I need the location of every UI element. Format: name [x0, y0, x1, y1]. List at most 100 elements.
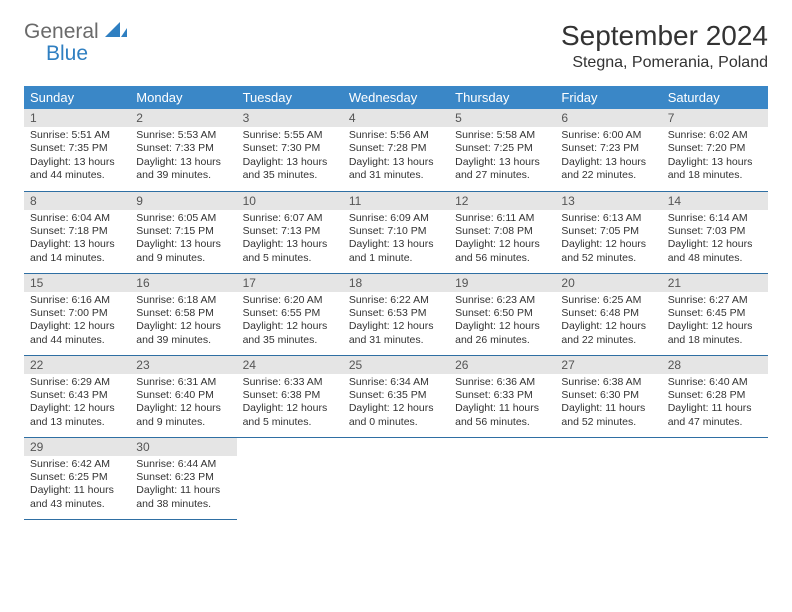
calendar-day: 20Sunrise: 6:25 AMSunset: 6:48 PMDayligh…	[555, 273, 661, 355]
sunrise: Sunrise: 6:42 AM	[30, 458, 124, 471]
daylight-label: Daylight:	[455, 320, 496, 332]
calendar-day: 21Sunrise: 6:27 AMSunset: 6:45 PMDayligh…	[662, 273, 768, 355]
day-number: 13	[555, 192, 661, 210]
sunset-value: 6:33 PM	[494, 389, 533, 401]
daylight-label: Daylight:	[349, 320, 390, 332]
calendar-day: 16Sunrise: 6:18 AMSunset: 6:58 PMDayligh…	[130, 273, 236, 355]
day-number: 7	[662, 109, 768, 127]
daylight: Daylight: 13 hours and 14 minutes.	[30, 238, 124, 265]
sunrise-label: Sunrise:	[243, 129, 282, 141]
sunrise-label: Sunrise:	[30, 458, 69, 470]
day-number: 21	[662, 274, 768, 292]
sunrise-value: 6:16 AM	[71, 294, 110, 306]
sunrise: Sunrise: 5:55 AM	[243, 129, 337, 142]
daylight-label: Daylight:	[243, 320, 284, 332]
calendar-day-empty	[662, 437, 768, 519]
calendar-day: 7Sunrise: 6:02 AMSunset: 7:20 PMDaylight…	[662, 109, 768, 191]
sunset-label: Sunset:	[455, 389, 491, 401]
calendar-table: SundayMondayTuesdayWednesdayThursdayFrid…	[24, 86, 768, 520]
sunset-value: 7:18 PM	[69, 225, 108, 237]
logo-text: General Blue	[24, 20, 127, 65]
daylight-label: Daylight:	[455, 402, 496, 414]
sunset: Sunset: 6:53 PM	[349, 307, 443, 320]
sunrise-label: Sunrise:	[668, 212, 707, 224]
sunrise: Sunrise: 6:31 AM	[136, 376, 230, 389]
logo: General Blue	[24, 20, 127, 65]
calendar-day: 14Sunrise: 6:14 AMSunset: 7:03 PMDayligh…	[662, 191, 768, 273]
daylight-label: Daylight:	[668, 238, 709, 250]
sunset: Sunset: 6:35 PM	[349, 389, 443, 402]
sunset-value: 7:03 PM	[706, 225, 745, 237]
sunrise-value: 5:51 AM	[71, 129, 110, 141]
sunset-value: 6:45 PM	[706, 307, 745, 319]
calendar-day: 13Sunrise: 6:13 AMSunset: 7:05 PMDayligh…	[555, 191, 661, 273]
sunrise-value: 6:18 AM	[178, 294, 217, 306]
day-number: 28	[662, 356, 768, 374]
calendar-week: 8Sunrise: 6:04 AMSunset: 7:18 PMDaylight…	[24, 191, 768, 273]
weekday-header: Tuesday	[237, 86, 343, 109]
daylight-label: Daylight:	[30, 320, 71, 332]
sunset: Sunset: 7:33 PM	[136, 142, 230, 155]
sunrise: Sunrise: 6:14 AM	[668, 212, 762, 225]
calendar-day: 23Sunrise: 6:31 AMSunset: 6:40 PMDayligh…	[130, 355, 236, 437]
sunset: Sunset: 7:00 PM	[30, 307, 124, 320]
sunset: Sunset: 6:45 PM	[668, 307, 762, 320]
sunrise-label: Sunrise:	[136, 458, 175, 470]
sunset-value: 7:05 PM	[600, 225, 639, 237]
day-number: 26	[449, 356, 555, 374]
calendar-day: 10Sunrise: 6:07 AMSunset: 7:13 PMDayligh…	[237, 191, 343, 273]
sunrise: Sunrise: 6:00 AM	[561, 129, 655, 142]
sunrise-value: 6:20 AM	[284, 294, 323, 306]
day-number: 15	[24, 274, 130, 292]
sunrise-label: Sunrise:	[668, 376, 707, 388]
calendar-body: 1Sunrise: 5:51 AMSunset: 7:35 PMDaylight…	[24, 109, 768, 519]
sunset-value: 7:25 PM	[494, 142, 533, 154]
calendar-day: 15Sunrise: 6:16 AMSunset: 7:00 PMDayligh…	[24, 273, 130, 355]
sunset-label: Sunset:	[30, 389, 66, 401]
daylight-label: Daylight:	[561, 238, 602, 250]
daylight: Daylight: 11 hours and 47 minutes.	[668, 402, 762, 429]
sunset-label: Sunset:	[136, 389, 172, 401]
sunrise-label: Sunrise:	[668, 294, 707, 306]
day-number: 24	[237, 356, 343, 374]
logo-line1: General	[24, 20, 99, 43]
day-details: Sunrise: 6:14 AMSunset: 7:03 PMDaylight:…	[662, 210, 768, 270]
sunrise-label: Sunrise:	[349, 212, 388, 224]
daylight: Daylight: 12 hours and 26 minutes.	[455, 320, 549, 347]
sunset: Sunset: 7:03 PM	[668, 225, 762, 238]
day-details: Sunrise: 6:34 AMSunset: 6:35 PMDaylight:…	[343, 374, 449, 434]
sunrise-value: 6:33 AM	[284, 376, 323, 388]
sunset-label: Sunset:	[136, 307, 172, 319]
daylight: Daylight: 13 hours and 27 minutes.	[455, 156, 549, 183]
daylight-label: Daylight:	[668, 156, 709, 168]
daylight: Daylight: 12 hours and 22 minutes.	[561, 320, 655, 347]
daylight-label: Daylight:	[455, 238, 496, 250]
sunset-value: 6:38 PM	[281, 389, 320, 401]
sunrise-label: Sunrise:	[349, 376, 388, 388]
sunrise-value: 6:44 AM	[178, 458, 217, 470]
sunrise-label: Sunrise:	[561, 129, 600, 141]
daylight: Daylight: 12 hours and 0 minutes.	[349, 402, 443, 429]
sunset: Sunset: 7:25 PM	[455, 142, 549, 155]
daylight: Daylight: 11 hours and 56 minutes.	[455, 402, 549, 429]
sunset: Sunset: 7:28 PM	[349, 142, 443, 155]
sunrise-label: Sunrise:	[30, 212, 69, 224]
sunrise-value: 6:09 AM	[390, 212, 429, 224]
sunrise-label: Sunrise:	[455, 212, 494, 224]
header: General Blue September 2024 Stegna, Pome…	[24, 20, 768, 72]
sunset-value: 7:15 PM	[175, 225, 214, 237]
sunrise: Sunrise: 6:04 AM	[30, 212, 124, 225]
day-details: Sunrise: 6:16 AMSunset: 7:00 PMDaylight:…	[24, 292, 130, 352]
sunset-value: 6:25 PM	[69, 471, 108, 483]
sunset-label: Sunset:	[136, 225, 172, 237]
sunset-value: 6:28 PM	[706, 389, 745, 401]
daylight: Daylight: 11 hours and 43 minutes.	[30, 484, 124, 511]
sunset: Sunset: 7:35 PM	[30, 142, 124, 155]
sunset-label: Sunset:	[243, 142, 279, 154]
sunrise-value: 6:13 AM	[603, 212, 642, 224]
day-details: Sunrise: 5:56 AMSunset: 7:28 PMDaylight:…	[343, 127, 449, 187]
sunrise-value: 6:31 AM	[178, 376, 217, 388]
day-details: Sunrise: 6:44 AMSunset: 6:23 PMDaylight:…	[130, 456, 236, 516]
sunset: Sunset: 6:50 PM	[455, 307, 549, 320]
day-details: Sunrise: 6:25 AMSunset: 6:48 PMDaylight:…	[555, 292, 661, 352]
